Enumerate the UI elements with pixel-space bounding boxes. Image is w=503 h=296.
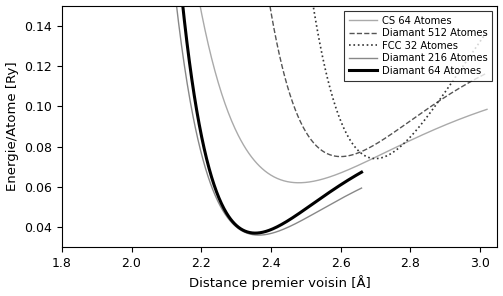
Diamant 64 Atomes [250,231,257,235]
FCC 32 Atomes [310,4,316,7]
Diamant 64 Atomes [265,229,271,233]
FCC 32 Atomes [484,30,490,33]
Diamant 64 Atomes [252,231,258,235]
Diamant 216 Atomes [252,233,258,237]
Y-axis label: Energie/Atome [Ry]: Energie/Atome [Ry] [6,62,19,191]
Diamant 216 Atomes [250,233,257,237]
FCC 32 Atomes [332,104,338,107]
Diamant 512 Atomes [351,153,357,156]
Diamant 512 Atomes [338,155,344,158]
Diamant 512 Atomes [332,154,338,158]
FCC 32 Atomes [425,114,431,118]
CS 64 Atomes [332,173,339,177]
Diamant 216 Atomes [256,233,262,237]
Diamant 512 Atomes [477,75,483,78]
Diamant 64 Atomes [354,173,360,176]
CS 64 Atomes [296,181,302,184]
CS 64 Atomes [477,110,483,114]
Diamant 512 Atomes [484,71,490,75]
CS 64 Atomes [311,179,317,183]
Diamant 512 Atomes [310,141,316,144]
FCC 32 Atomes [312,16,318,20]
Diamant 216 Atomes [276,229,282,233]
FCC 32 Atomes [477,40,483,44]
Legend: CS 64 Atomes, Diamant 512 Atomes, FCC 32 Atomes, Diamant 216 Atomes, Diamant 64 : CS 64 Atomes, Diamant 512 Atomes, FCC 32… [344,11,492,81]
CS 64 Atomes [425,131,431,134]
Diamant 64 Atomes [252,231,258,235]
CS 64 Atomes [351,166,357,169]
Diamant 216 Atomes [265,232,271,236]
Line: CS 64 Atomes: CS 64 Atomes [156,0,487,183]
Diamant 216 Atomes [322,206,328,209]
X-axis label: Distance premier voisin [Å]: Distance premier voisin [Å] [189,276,371,290]
Diamant 216 Atomes [354,189,360,192]
Diamant 64 Atomes [359,170,365,174]
CS 64 Atomes [484,107,490,111]
FCC 32 Atomes [373,157,379,160]
CS 64 Atomes [313,179,319,183]
Diamant 64 Atomes [276,224,282,228]
Diamant 64 Atomes [322,194,328,197]
Line: Diamant 64 Atomes: Diamant 64 Atomes [156,0,362,233]
Diamant 512 Atomes [312,143,318,147]
Diamant 512 Atomes [425,107,431,110]
Line: Diamant 216 Atomes: Diamant 216 Atomes [156,0,362,235]
Line: FCC 32 Atomes: FCC 32 Atomes [156,0,487,159]
Diamant 216 Atomes [359,186,365,190]
FCC 32 Atomes [350,143,356,146]
Line: Diamant 512 Atomes: Diamant 512 Atomes [156,0,487,157]
